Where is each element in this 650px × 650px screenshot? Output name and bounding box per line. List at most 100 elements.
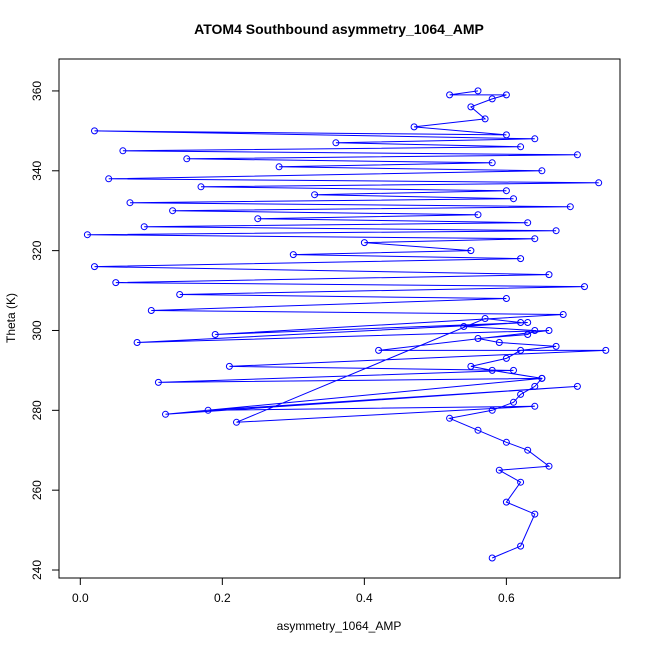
data-point [176, 291, 184, 298]
data-point [147, 307, 155, 314]
data-point [510, 195, 517, 203]
data-point [531, 510, 539, 518]
data-point [502, 91, 510, 99]
data-point [488, 406, 496, 414]
x-axis-label: asymmetry_1064_AMP [277, 619, 402, 633]
y-axis: 240 260 280 300 320 340 360 [30, 81, 60, 580]
data-point [474, 426, 482, 434]
data-point [112, 279, 120, 287]
data-point [83, 231, 91, 239]
data-point [559, 311, 567, 318]
data-point [531, 135, 539, 143]
y-tick-label: 260 [30, 480, 44, 500]
data-point [502, 187, 510, 195]
data-point [474, 211, 482, 219]
data-point [502, 438, 510, 446]
data-point [517, 346, 525, 354]
data-point [517, 542, 525, 550]
data-point [602, 346, 610, 354]
data-point [460, 323, 468, 330]
data-point [524, 446, 532, 454]
data-point [211, 331, 219, 338]
data-point [531, 402, 539, 410]
data-point [531, 382, 539, 390]
data-point [538, 167, 546, 175]
data-point [531, 327, 539, 334]
y-tick-label: 240 [30, 560, 44, 580]
data-point [446, 414, 454, 422]
data-point [275, 163, 283, 171]
data-point [502, 354, 510, 362]
data-point [488, 554, 496, 562]
data-point [552, 227, 560, 235]
data-point [517, 478, 525, 486]
data-point [581, 283, 588, 291]
data-point [467, 247, 475, 255]
data-point [126, 199, 134, 207]
series-line [87, 90, 606, 559]
data-point [495, 339, 503, 346]
data-point [595, 179, 603, 187]
data-point [140, 223, 148, 231]
data-point [474, 335, 482, 342]
data-point [510, 398, 517, 406]
data-point [517, 390, 525, 398]
data-point [552, 342, 560, 350]
y-tick-label: 280 [30, 400, 44, 420]
x-tick-label: 0.2 [214, 591, 231, 605]
data-point [573, 382, 581, 390]
data-point [225, 362, 233, 370]
data-point [573, 151, 581, 159]
data-point [502, 131, 510, 139]
data-point [517, 255, 525, 263]
data-point [204, 406, 212, 414]
data-point [254, 215, 262, 223]
y-tick-label: 360 [30, 81, 44, 101]
data-point [502, 295, 510, 302]
data-point [524, 219, 532, 227]
data-point [91, 263, 98, 271]
data-point [169, 207, 177, 215]
data-point [289, 251, 297, 259]
data-point [488, 95, 496, 103]
data-point [183, 155, 191, 163]
data-point [481, 115, 489, 123]
data-point [467, 362, 475, 370]
data-point [488, 159, 496, 167]
y-tick-label: 300 [30, 320, 44, 340]
data-point [410, 123, 418, 131]
data-point [233, 418, 240, 426]
data-point [162, 410, 169, 418]
data-point [545, 271, 553, 279]
data-point [154, 378, 162, 386]
data-point [538, 374, 546, 382]
data-point [105, 175, 113, 183]
x-tick-label: 0.6 [498, 591, 515, 605]
data-point [524, 319, 532, 326]
data-point [119, 147, 127, 155]
x-axis: 0.0 0.2 0.4 0.6 [72, 577, 515, 605]
data-point [197, 183, 205, 191]
data-point [545, 327, 553, 334]
data-point [524, 331, 532, 338]
data-point [531, 235, 539, 243]
data-point [566, 203, 574, 211]
y-tick-label: 320 [30, 240, 44, 260]
data-point [517, 319, 525, 326]
data-point [133, 339, 141, 346]
data-point [481, 315, 489, 322]
data-point [502, 498, 510, 506]
data-point [91, 127, 98, 135]
data-point [446, 91, 454, 99]
series-layer [83, 87, 610, 562]
data-point [360, 239, 368, 247]
data-point [311, 191, 319, 199]
data-point [495, 466, 503, 474]
data-point [332, 139, 340, 147]
data-point [467, 103, 475, 111]
data-point [488, 366, 496, 374]
y-axis-label: Theta (K) [4, 293, 18, 343]
y-tick-label: 340 [30, 160, 44, 180]
